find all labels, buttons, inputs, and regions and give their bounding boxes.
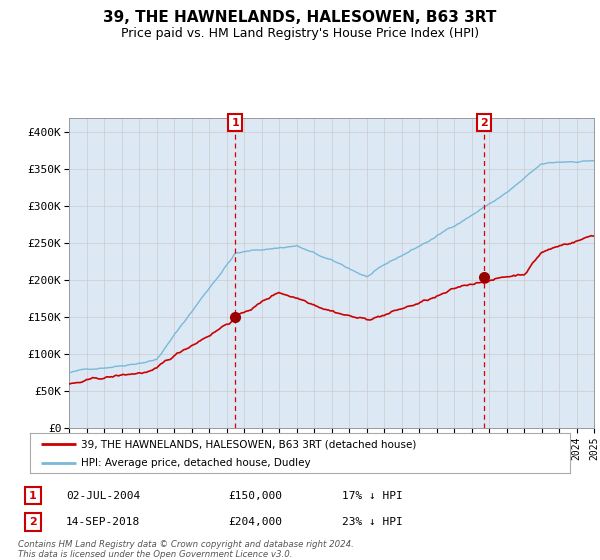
Text: 2: 2: [480, 118, 488, 128]
Text: Price paid vs. HM Land Registry's House Price Index (HPI): Price paid vs. HM Land Registry's House …: [121, 27, 479, 40]
Text: 23% ↓ HPI: 23% ↓ HPI: [342, 517, 403, 527]
Text: 14-SEP-2018: 14-SEP-2018: [66, 517, 140, 527]
Text: £150,000: £150,000: [228, 491, 282, 501]
Text: 1: 1: [29, 491, 37, 501]
Text: 39, THE HAWNELANDS, HALESOWEN, B63 3RT (detached house): 39, THE HAWNELANDS, HALESOWEN, B63 3RT (…: [82, 439, 416, 449]
Text: £204,000: £204,000: [228, 517, 282, 527]
Text: 39, THE HAWNELANDS, HALESOWEN, B63 3RT: 39, THE HAWNELANDS, HALESOWEN, B63 3RT: [103, 10, 497, 25]
Text: 02-JUL-2004: 02-JUL-2004: [66, 491, 140, 501]
Text: 17% ↓ HPI: 17% ↓ HPI: [342, 491, 403, 501]
Text: 2: 2: [29, 517, 37, 527]
Text: 1: 1: [232, 118, 239, 128]
Text: HPI: Average price, detached house, Dudley: HPI: Average price, detached house, Dudl…: [82, 458, 311, 468]
Text: Contains HM Land Registry data © Crown copyright and database right 2024.
This d: Contains HM Land Registry data © Crown c…: [18, 540, 354, 559]
